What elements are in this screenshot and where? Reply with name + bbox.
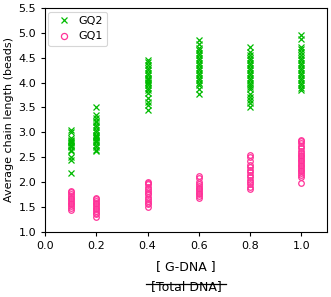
GQ2 <box>69 155 73 159</box>
GQ1 <box>69 189 73 193</box>
GQ2 <box>69 128 73 132</box>
GQ2 <box>69 144 73 148</box>
GQ1 <box>69 208 73 212</box>
GQ2 <box>69 131 73 134</box>
GQ2 <box>69 158 73 162</box>
GQ1 <box>69 203 73 206</box>
GQ1 <box>69 196 73 200</box>
GQ2 <box>69 146 73 149</box>
GQ1 <box>69 204 73 208</box>
Y-axis label: Average chain length (beads): Average chain length (beads) <box>4 37 14 203</box>
GQ1 <box>69 190 73 194</box>
GQ2 <box>69 148 73 151</box>
GQ2 <box>69 171 73 175</box>
Line: GQ2: GQ2 <box>68 127 73 176</box>
GQ1 <box>69 201 73 205</box>
Legend: GQ2, GQ1: GQ2, GQ1 <box>48 12 107 46</box>
Text: [ G-DNA ]: [ G-DNA ] <box>156 260 216 273</box>
Text: [Total DNA]: [Total DNA] <box>151 279 221 293</box>
GQ2 <box>69 137 73 140</box>
Line: GQ1: GQ1 <box>68 188 73 213</box>
GQ1 <box>69 194 73 198</box>
GQ2 <box>69 138 73 142</box>
GQ2 <box>69 141 73 145</box>
GQ1 <box>69 206 73 210</box>
GQ1 <box>69 198 73 201</box>
GQ1 <box>69 199 73 203</box>
GQ2 <box>69 149 73 153</box>
GQ1 <box>69 193 73 196</box>
GQ2 <box>69 140 73 144</box>
GQ2 <box>69 143 73 146</box>
GQ2 <box>69 140 73 143</box>
